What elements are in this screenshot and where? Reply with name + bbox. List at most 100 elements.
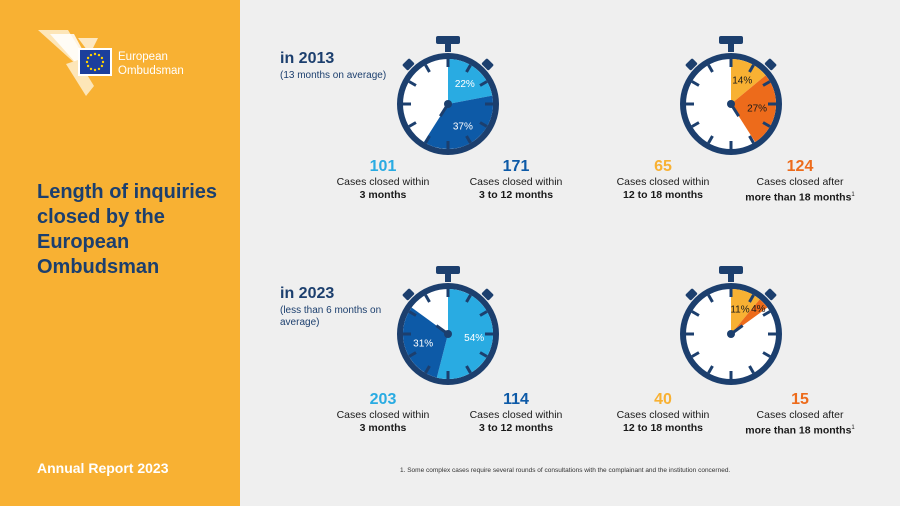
tick-mark xyxy=(424,365,431,374)
slice-label-1: 4% xyxy=(751,304,766,315)
tick-mark xyxy=(691,351,700,358)
period-2013-title: in 2013 xyxy=(280,50,335,67)
footnote: 1. Some complex cases require several ro… xyxy=(400,467,731,474)
stat-value: 203 xyxy=(369,391,397,408)
tick-mark xyxy=(465,294,472,303)
stopwatch-button-icon xyxy=(481,288,494,301)
slice-1 xyxy=(403,307,448,378)
stat-2013-3-to-12-months: 171 Cases closed within 3 to 12 months xyxy=(446,157,586,202)
tick-mark xyxy=(762,80,771,87)
slice-label-1: 27% xyxy=(747,104,767,115)
stopwatch-chart-2023-blue: 54% 31% xyxy=(397,266,499,385)
stopwatch-button-icon xyxy=(481,58,494,71)
eu-flag-icon xyxy=(78,48,112,76)
slice-label-0: 22% xyxy=(455,79,475,90)
stopwatch-crown-icon xyxy=(719,266,743,274)
stat-value: 114 xyxy=(503,391,529,408)
tick-mark xyxy=(479,351,488,358)
tick-mark xyxy=(762,310,771,317)
stopwatch-button-icon xyxy=(402,58,415,71)
tick-mark xyxy=(748,294,755,303)
tick-mark xyxy=(691,80,700,87)
stat-2023-3-to-12-months: 114 Cases closed within 3 to 12 months xyxy=(446,390,586,435)
tick-mark xyxy=(408,80,417,87)
stopwatch-crown-icon xyxy=(436,266,460,274)
slice-0 xyxy=(448,59,493,104)
tick-mark xyxy=(465,135,472,144)
annual-report-label: Annual Report 2023 xyxy=(37,460,169,476)
slice-1 xyxy=(731,299,768,334)
stat-label: Cases closed after more than 18 months1 xyxy=(745,409,855,437)
stat-label: Cases closed within 3 to 12 months xyxy=(469,409,563,434)
period-2023-subtitle: (less than 6 months on average) xyxy=(280,305,382,328)
stat-label: Cases closed after more than 18 months1 xyxy=(745,176,855,204)
stat-2023-over-18-months: 15 Cases closed after more than 18 months… xyxy=(730,390,870,438)
stat-label: Cases closed within 3 months xyxy=(336,176,430,201)
slice-label-0: 54% xyxy=(464,333,484,344)
stopwatch-pivot xyxy=(727,100,735,108)
period-2013-subtitle: (13 months on average) xyxy=(280,70,387,81)
stopwatch-pivot xyxy=(444,330,452,338)
tick-mark xyxy=(748,365,755,374)
stat-value: 65 xyxy=(654,158,672,175)
slice-label-0: 14% xyxy=(732,76,752,87)
stopwatch-button-icon xyxy=(685,288,698,301)
tick-mark xyxy=(479,80,488,87)
stopwatch-crown-icon xyxy=(719,36,743,44)
stat-2013-within-3-months: 101 Cases closed within 3 months xyxy=(313,157,453,202)
tick-mark xyxy=(479,121,488,128)
slice-label-1: 37% xyxy=(453,121,473,132)
tick-mark xyxy=(408,121,417,128)
stat-value: 40 xyxy=(654,391,672,408)
slice-0 xyxy=(436,289,493,379)
tick-mark xyxy=(691,121,700,128)
tick-mark xyxy=(707,64,714,73)
slice-0 xyxy=(731,289,760,334)
stopwatch-button-icon xyxy=(764,288,777,301)
sidebar: European Ombudsman Length of inquiries c… xyxy=(0,0,240,506)
brand-name-line2: Ombudsman xyxy=(118,65,184,77)
slice-1 xyxy=(731,75,776,142)
tick-mark xyxy=(465,365,472,374)
stat-2013-over-18-months: 124 Cases closed after more than 18 month… xyxy=(730,157,870,205)
slice-0 xyxy=(731,59,766,104)
stopwatch-button-icon xyxy=(764,58,777,71)
stopwatch-chart-2023-orange: 11% 4% xyxy=(680,266,782,385)
stat-value: 124 xyxy=(786,158,814,175)
stat-value: 15 xyxy=(791,391,809,408)
stopwatch-crown-icon xyxy=(436,36,460,44)
tick-mark xyxy=(707,294,714,303)
brand-name: European Ombudsman xyxy=(118,50,228,78)
stopwatch-button-icon xyxy=(402,288,415,301)
tick-mark xyxy=(691,310,700,317)
tick-mark xyxy=(424,64,431,73)
tick-mark xyxy=(707,365,714,374)
slice-label-0: 11% xyxy=(730,305,749,316)
stat-value: 171 xyxy=(502,158,530,175)
brand-name-line1: European xyxy=(118,51,168,63)
tick-mark xyxy=(424,135,431,144)
stopwatch-pivot xyxy=(727,330,735,338)
page-title: Length of inquiries closed by the Europe… xyxy=(37,181,217,278)
slice-label-1: 31% xyxy=(413,338,433,349)
tick-mark xyxy=(748,64,755,73)
stopwatch-chart-2013-blue: 22% 37% xyxy=(397,36,499,155)
slice-1 xyxy=(423,95,493,149)
period-2023-title: in 2023 xyxy=(280,285,335,302)
tick-mark xyxy=(424,294,431,303)
tick-mark xyxy=(748,135,755,144)
stat-2023-12-to-18-months: 40 Cases closed within 12 to 18 months xyxy=(593,390,733,435)
stopwatch-button-icon xyxy=(685,58,698,71)
tick-mark xyxy=(762,351,771,358)
stat-label: Cases closed within 12 to 18 months xyxy=(616,176,710,201)
stat-label: Cases closed within 3 months xyxy=(336,409,430,434)
tick-mark xyxy=(707,135,714,144)
european-ombudsman-logo xyxy=(38,30,112,96)
stat-value: 101 xyxy=(369,158,397,175)
stat-label: Cases closed within 3 to 12 months xyxy=(469,176,563,201)
stat-2023-within-3-months: 203 Cases closed within 3 months xyxy=(313,390,453,435)
tick-mark xyxy=(762,121,771,128)
stat-label: Cases closed within 12 to 18 months xyxy=(616,409,710,434)
tick-mark xyxy=(408,351,417,358)
tick-mark xyxy=(465,64,472,73)
